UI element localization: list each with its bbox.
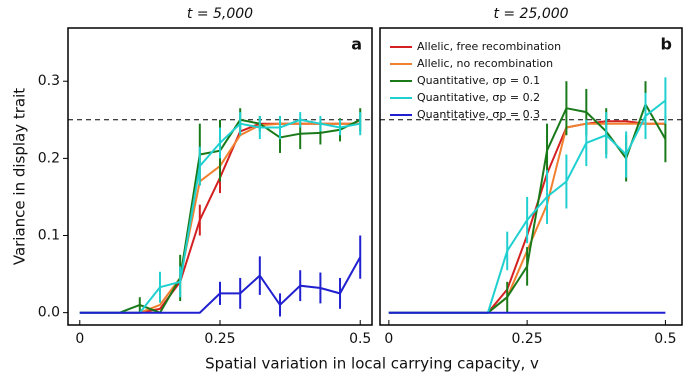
y-axis-label: Variance in display trait: [11, 88, 29, 265]
legend-label: Allelic, no recombination: [417, 57, 553, 70]
x-tick-label: 0.5: [654, 331, 676, 347]
panel-title: t = 5,000: [187, 6, 253, 22]
x-tick-label: 0: [384, 331, 393, 347]
plot-frame: [379, 27, 683, 326]
panel-title: t = 25,000: [493, 6, 568, 22]
y-tick-label: 0.3: [38, 73, 60, 89]
legend-label: Quantitative, σp = 0.1: [417, 74, 540, 87]
panel-label: b: [661, 35, 672, 54]
legend-label: Quantitative, σp = 0.2: [417, 91, 540, 104]
x-tick-label: 0.5: [349, 331, 371, 347]
x-axis-label: Spatial variation in local carrying capa…: [205, 355, 539, 373]
x-tick-label: 0: [75, 331, 84, 347]
x-tick-label: 0.25: [512, 331, 543, 347]
y-tick-label: 0.2: [38, 150, 60, 166]
y-tick-label: 0.1: [38, 228, 60, 244]
legend-label: Quantitative, σp = 0.3: [417, 108, 540, 121]
legend-label: Allelic, free recombination: [417, 40, 561, 53]
panel-label: a: [351, 35, 362, 54]
x-tick-label: 0.25: [204, 331, 235, 347]
y-tick-label: 0.0: [38, 305, 60, 321]
